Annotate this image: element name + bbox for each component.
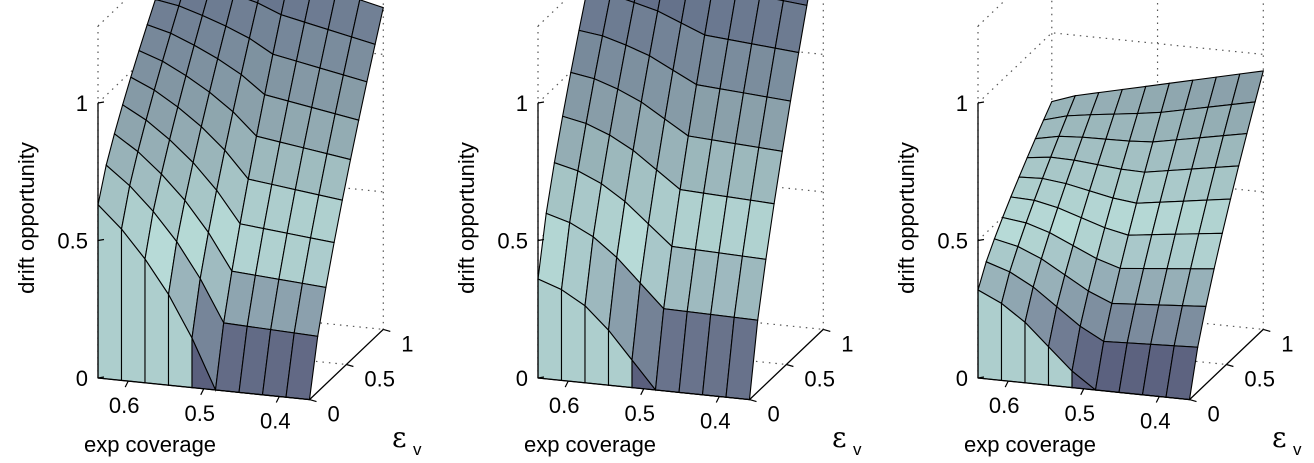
z-tick (97, 238, 105, 242)
y-tick (1263, 328, 1271, 332)
z-tick-label: 0 (956, 366, 968, 391)
x-tick (715, 396, 720, 403)
x-tick-label: 0.5 (184, 401, 215, 426)
y-tick (823, 328, 831, 332)
z-grid-line (977, 32, 1264, 104)
z-tick (97, 376, 105, 379)
box-grid-line (977, 0, 1007, 27)
y-tick (749, 399, 757, 403)
front-face-patch (97, 203, 123, 382)
z-tick (977, 376, 985, 379)
y-tick-label: 1 (1281, 331, 1293, 356)
y-axis-title: ε (1272, 421, 1287, 454)
z-tick-label: 0.5 (57, 229, 88, 254)
y-tick (1226, 363, 1234, 368)
x-tick-label: 0.4 (700, 409, 731, 434)
y-axis-title-subscript: v (1293, 440, 1302, 459)
z-tick-label: 1 (76, 91, 88, 116)
y-tick (383, 328, 391, 332)
y-tick-label: 0.5 (1244, 367, 1275, 392)
x-tick (200, 388, 205, 396)
x-tick (124, 380, 129, 388)
z-tick-label: 0 (516, 366, 528, 391)
x-axis-title: exp coverage (524, 432, 656, 457)
z-tick-label: 0 (76, 366, 88, 391)
front-face-patch (537, 278, 563, 382)
x-tick (1004, 380, 1009, 388)
y-axis-title-subscript: v (413, 440, 422, 459)
y-tick-label: 0 (328, 402, 340, 427)
z-tick (537, 238, 545, 242)
y-tick-label: 0 (768, 402, 780, 427)
x-tick-label: 0.6 (109, 393, 140, 418)
x-tick-label: 0.5 (1064, 401, 1095, 426)
x-tick-label: 0.5 (624, 401, 655, 426)
y-axis-title-subscript: v (853, 440, 862, 459)
z-tick (977, 238, 985, 242)
y-tick-label: 0 (1208, 402, 1220, 427)
z-tick-label: 1 (956, 91, 968, 116)
x-tick (640, 388, 645, 396)
x-axis-title: exp coverage (964, 432, 1096, 457)
z-axis-title: drift opportunity (894, 142, 919, 294)
y-tick (309, 399, 317, 403)
x-tick-label: 0.4 (260, 409, 291, 434)
x-tick-label: 0.6 (989, 393, 1020, 418)
z-tick-label: 1 (516, 91, 528, 116)
z-tick (97, 101, 105, 104)
x-tick (1080, 388, 1085, 396)
y-axis-title: ε (392, 421, 407, 454)
z-axis-title: drift opportunity (454, 142, 479, 294)
x-tick (564, 380, 569, 388)
z-tick (537, 376, 545, 379)
z-tick (537, 101, 545, 104)
z-grid-line (537, 32, 824, 104)
y-tick (786, 363, 794, 368)
x-tick-label: 0.6 (549, 393, 580, 418)
z-grid-line (97, 32, 384, 104)
y-tick (1189, 399, 1197, 403)
y-tick-label: 0.5 (364, 367, 395, 392)
z-tick (977, 101, 985, 104)
y-tick-label: 1 (401, 331, 413, 356)
z-tick-label: 0.5 (497, 229, 528, 254)
x-axis-title: exp coverage (84, 432, 216, 457)
x-tick (1155, 396, 1160, 403)
y-axis-title: ε (832, 421, 847, 454)
y-tick-label: 1 (841, 331, 853, 356)
front-face-patch (977, 289, 1003, 382)
front-face-patch (560, 288, 586, 384)
x-tick (275, 396, 280, 403)
z-tick-label: 0.5 (937, 229, 968, 254)
x-tick-label: 0.4 (1140, 409, 1171, 434)
y-tick-label: 0.5 (804, 367, 835, 392)
y-tick (346, 363, 354, 368)
z-axis-title: drift opportunity (14, 142, 39, 294)
